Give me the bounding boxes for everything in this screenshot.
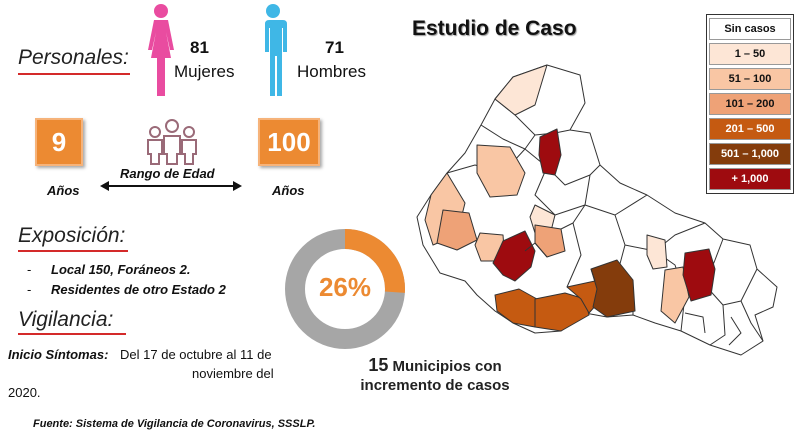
exposicion-title: Exposición: <box>18 224 126 247</box>
legend-item: 201 – 500 <box>709 118 791 140</box>
age-range-arrow <box>100 181 242 191</box>
vigilancia-title: Vigilancia: <box>18 308 114 331</box>
personales-title: Personales: <box>18 46 129 69</box>
hombres-label: Hombres <box>297 62 366 81</box>
male-figure-icon <box>263 4 287 96</box>
age-min-box: 9 <box>35 118 83 166</box>
inicio-sintomas-text: Del 17 de octubre al 11 de <box>120 347 272 362</box>
municipios-summary: 15 Municipios con incremento de casos <box>335 356 535 395</box>
state-municipalities-map <box>416 64 778 356</box>
municipios-line2: incremento de casos <box>360 377 510 394</box>
map-title: Estudio de Caso <box>412 17 577 40</box>
mujeres-count: 81 <box>190 38 209 57</box>
group-people-icon <box>147 119 197 165</box>
personales-underline <box>18 73 130 75</box>
inicio-sintomas-text3: 2020. <box>8 385 41 400</box>
exposicion-list: Local 150, Foráneos 2. Residentes de otr… <box>27 262 226 302</box>
hombres-count: 71 <box>325 38 344 57</box>
exposicion-item: Residentes de otro Estado 2 <box>27 282 226 297</box>
exposicion-item: Local 150, Foráneos 2. <box>27 262 226 277</box>
source-note: Fuente: Sistema de Vigilancia de Coronav… <box>33 418 316 430</box>
legend-item: 51 – 100 <box>709 68 791 90</box>
legend-item: 101 – 200 <box>709 93 791 115</box>
donut-fill <box>285 229 405 349</box>
municipios-count: 15 <box>368 355 389 375</box>
legend-item: 1 – 50 <box>709 43 791 65</box>
legend-item: + 1,000 <box>709 168 791 190</box>
inicio-sintomas-text2: noviembre del <box>192 366 274 381</box>
mujeres-label: Mujeres <box>174 62 235 81</box>
age-min-unit: Años <box>47 183 80 198</box>
female-figure-icon <box>148 4 174 96</box>
percent-donut-chart <box>285 229 405 349</box>
age-max-unit: Años <box>272 183 305 198</box>
legend-item: Sin casos <box>709 18 791 40</box>
inicio-sintomas-line: Inicio Síntomas: Del 17 de octubre al 11… <box>8 347 272 362</box>
municipios-line1: Municipios con <box>392 358 502 375</box>
legend-item: 501 – 1,000 <box>709 143 791 165</box>
age-max-box: 100 <box>258 118 320 166</box>
map-legend: Sin casos 1 – 50 51 – 100 101 – 200 201 – 50… <box>706 14 794 194</box>
vigilancia-underline <box>18 333 126 335</box>
exposicion-underline <box>18 250 128 252</box>
donut-percent-label: 26% <box>318 272 372 302</box>
inicio-sintomas-label: Inicio Síntomas: <box>8 347 109 362</box>
age-range-label: Rango de Edad <box>120 166 215 181</box>
